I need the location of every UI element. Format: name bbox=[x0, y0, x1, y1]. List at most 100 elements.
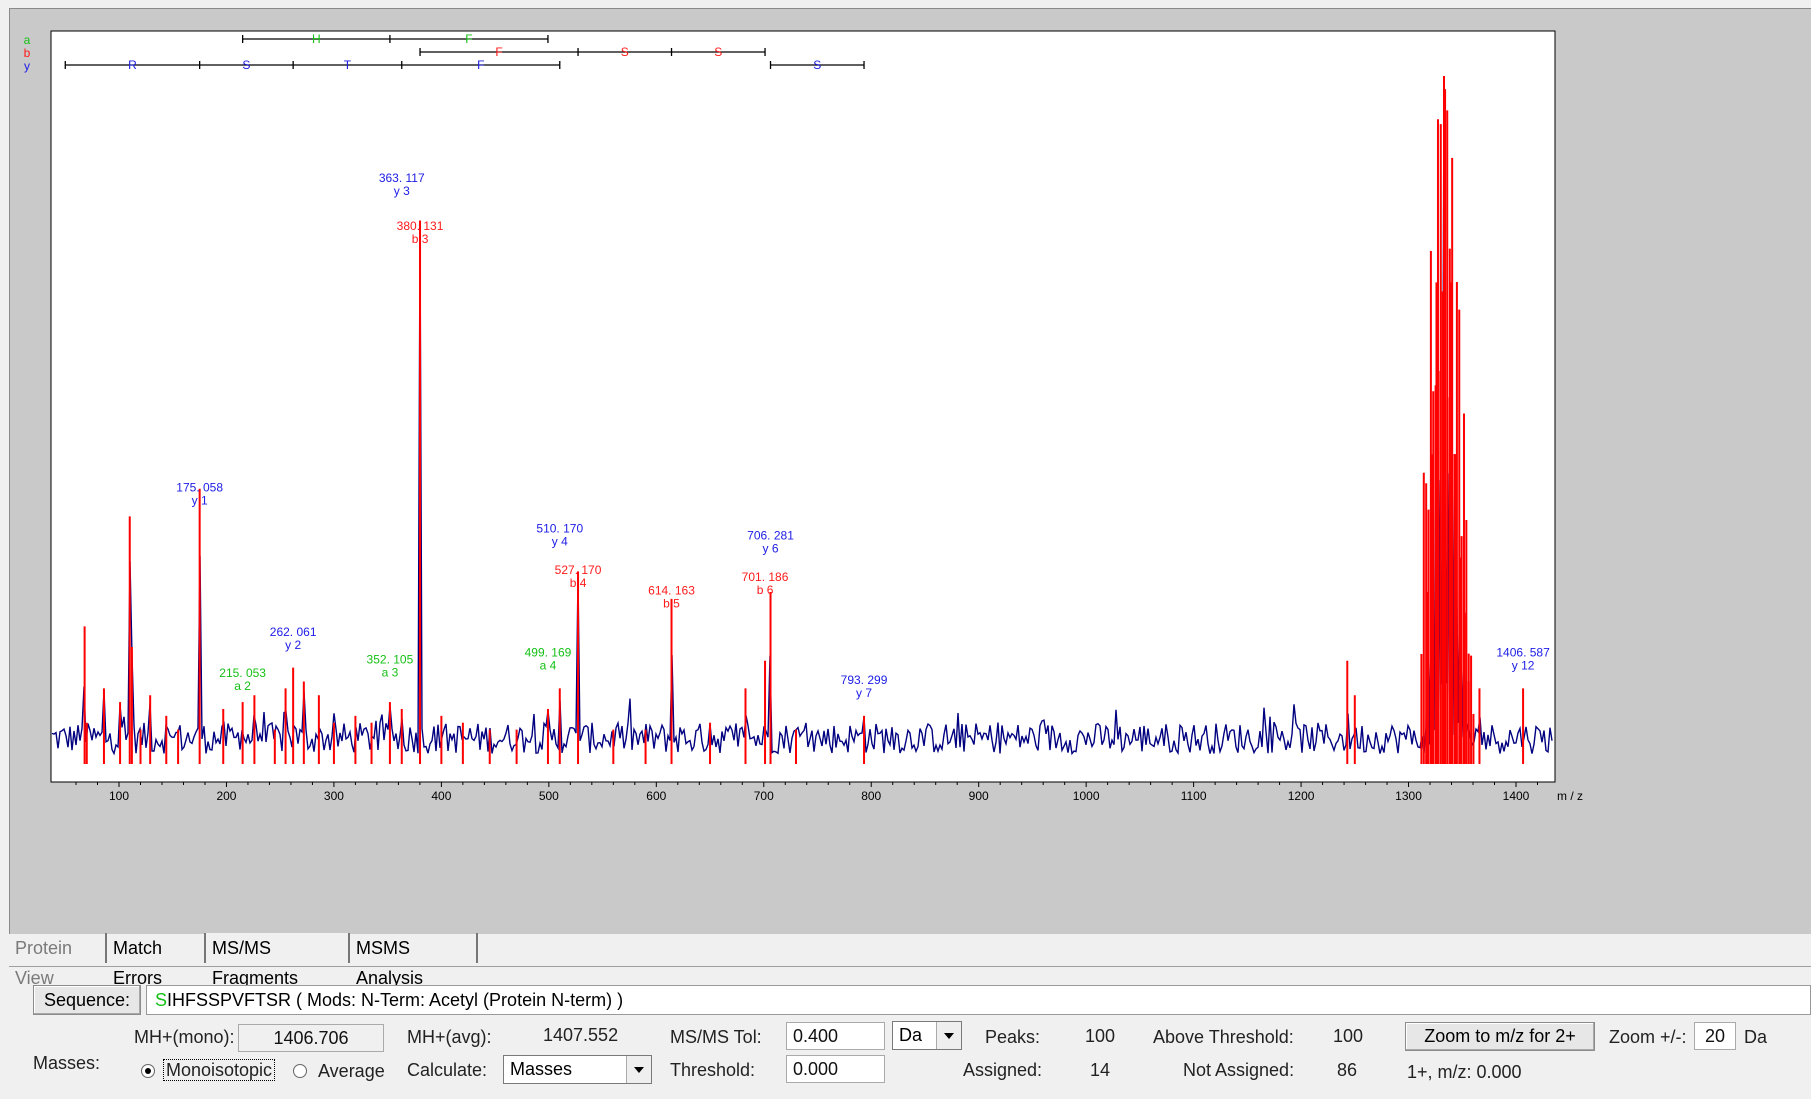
tab-panel-divider bbox=[9, 966, 1811, 967]
x-tick-label: 800 bbox=[861, 789, 881, 803]
peak-ion-label: a 4 bbox=[540, 659, 557, 673]
x-tick-label: 1100 bbox=[1181, 789, 1207, 803]
peak-ion-label: y 6 bbox=[763, 542, 779, 556]
peak-ion-label: y 2 bbox=[285, 638, 301, 652]
tab-protein-view[interactable]: Protein View bbox=[9, 933, 107, 988]
x-tick-label: 400 bbox=[431, 789, 451, 803]
peak-ion-label: y 1 bbox=[192, 493, 208, 507]
x-axis-label: m / z bbox=[1557, 789, 1583, 803]
mh-mono-value: 1406.706 bbox=[238, 1024, 384, 1052]
plot-area bbox=[50, 30, 1556, 783]
threshold-label: Threshold: bbox=[670, 1060, 756, 1080]
ion-legend-y: y bbox=[24, 59, 30, 73]
mz-readout: 1+, m/z: 0.000 bbox=[1407, 1062, 1522, 1082]
monoisotopic-radio[interactable] bbox=[141, 1064, 155, 1078]
x-tick-label: 200 bbox=[216, 789, 236, 803]
assigned-label: Assigned: bbox=[963, 1060, 1043, 1080]
peak-ion-label: b 6 bbox=[757, 583, 774, 597]
calculate-select[interactable]: Masses bbox=[503, 1055, 652, 1084]
msms-tol-label: MS/MS Tol: bbox=[670, 1027, 762, 1047]
peak-mz-label: 1406. 587 bbox=[1496, 646, 1550, 660]
peak-ion-label: b 3 bbox=[412, 232, 429, 246]
ladder-a-residue: H bbox=[312, 32, 321, 46]
peak-mz-label: 706. 281 bbox=[747, 529, 794, 543]
peak-mz-label: 363. 117 bbox=[379, 171, 425, 185]
ladder-a-residue: F bbox=[465, 32, 472, 46]
peak-ion-label: a 2 bbox=[234, 679, 251, 693]
zoom-unit: Da bbox=[1744, 1027, 1768, 1047]
zoom-label: Zoom +/-: bbox=[1609, 1027, 1687, 1047]
above-threshold-label: Above Threshold: bbox=[1153, 1027, 1294, 1047]
zoom-input[interactable]: 20 bbox=[1694, 1022, 1736, 1050]
calculate-value: Masses bbox=[510, 1059, 573, 1079]
x-tick-label: 300 bbox=[324, 789, 344, 803]
x-tick-label: 1200 bbox=[1288, 789, 1315, 803]
tab-msms-analysis[interactable]: MSMS Analysis bbox=[350, 933, 478, 988]
ion-legend-b: b bbox=[24, 46, 31, 60]
mh-avg-value: 1407.552 bbox=[543, 1025, 619, 1045]
sequence-text: IHFSSPVFTSR ( Mods: N-Term: Acetyl (Prot… bbox=[167, 990, 624, 1010]
sequence-button[interactable]: Sequence: bbox=[33, 985, 141, 1015]
x-tick-label: 900 bbox=[969, 789, 989, 803]
peaks-value: 100 bbox=[1085, 1026, 1116, 1046]
ladder-y-residue: S bbox=[813, 58, 821, 72]
peak-mz-label: 527. 170 bbox=[555, 563, 602, 577]
sequence-first-residue: S bbox=[155, 990, 168, 1010]
x-tick-label: 1000 bbox=[1073, 789, 1100, 803]
peaks-label: Peaks: bbox=[985, 1027, 1041, 1047]
peak-ion-label: y 7 bbox=[856, 686, 872, 700]
msms-tol-input[interactable]: 0.400 bbox=[786, 1022, 885, 1050]
ladder-b-residue: F bbox=[495, 45, 502, 59]
ladder-y-residue: R bbox=[128, 58, 137, 72]
ladder-y-residue: F bbox=[477, 58, 484, 72]
peak-ion-label: y 12 bbox=[1512, 659, 1535, 673]
ladder-b-residue: S bbox=[714, 45, 722, 59]
monoisotopic-radio-label[interactable]: Monoisotopic bbox=[163, 1059, 276, 1081]
spectrum-trace bbox=[51, 76, 1553, 756]
calculate-label: Calculate: bbox=[407, 1060, 488, 1080]
peak-ion-label: y 3 bbox=[394, 184, 410, 198]
tol-unit-select[interactable]: Da bbox=[892, 1021, 962, 1050]
peak-mz-label: 380. 131 bbox=[397, 219, 444, 233]
tab-strip: Protein View Match Errors MS/MS Fragment… bbox=[9, 933, 1811, 988]
peak-ion-label: b 4 bbox=[570, 576, 587, 590]
x-tick-label: 100 bbox=[109, 789, 129, 803]
peak-mz-label: 701. 186 bbox=[742, 570, 789, 584]
assigned-value: 14 bbox=[1090, 1060, 1111, 1080]
peak-mz-label: 262. 061 bbox=[270, 625, 317, 639]
peak-ion-label: y 4 bbox=[552, 535, 568, 549]
zoom-2plus-button-label: Zoom to m/z for 2+ bbox=[1424, 1026, 1576, 1046]
peak-mz-label: 175. 058 bbox=[176, 480, 223, 494]
x-tick-label: 600 bbox=[646, 789, 666, 803]
tab-match-errors[interactable]: Match Errors bbox=[107, 933, 206, 988]
x-tick-label: 1300 bbox=[1395, 789, 1422, 803]
threshold-input[interactable]: 0.000 bbox=[786, 1055, 885, 1083]
peak-mz-label: 510. 170 bbox=[536, 522, 583, 536]
zoom-2plus-button[interactable]: Zoom to m/z for 2+ bbox=[1405, 1022, 1595, 1051]
sequence-button-label: Sequence: bbox=[43, 990, 131, 1010]
mh-avg-label: MH+(avg): bbox=[407, 1027, 492, 1047]
x-tick-label: 700 bbox=[754, 789, 774, 803]
sequence-field[interactable]: SIHFSSPVFTSR ( Mods: N-Term: Acetyl (Pro… bbox=[146, 985, 1811, 1015]
peak-mz-label: 793. 299 bbox=[841, 673, 888, 687]
ladder-y-residue: T bbox=[344, 58, 352, 72]
not-assigned-label: Not Assigned: bbox=[1183, 1060, 1295, 1080]
average-radio-label[interactable]: Average bbox=[318, 1061, 385, 1081]
above-threshold-value: 100 bbox=[1333, 1026, 1364, 1046]
ladder-y-residue: S bbox=[242, 58, 250, 72]
x-tick-label: 500 bbox=[539, 789, 559, 803]
peak-ion-label: b 5 bbox=[663, 597, 680, 611]
peak-mz-label: 614. 163 bbox=[648, 584, 695, 598]
spectrum-panel[interactable]: a b y H F F S S R S T F S 175. 058 y 1 262. 061 y 2 215. … bbox=[9, 8, 1811, 934]
peak-mz-label: 352. 105 bbox=[367, 652, 414, 666]
peak-ion-label: a 3 bbox=[382, 665, 399, 679]
ion-legend-a: a bbox=[24, 33, 31, 47]
average-radio[interactable] bbox=[293, 1064, 307, 1078]
tol-unit-value: Da bbox=[899, 1025, 923, 1045]
chevron-down-icon[interactable] bbox=[626, 1056, 651, 1083]
chevron-down-icon[interactable] bbox=[936, 1022, 961, 1049]
mh-mono-label: MH+(mono): bbox=[134, 1027, 235, 1047]
tab-msms-fragments[interactable]: MS/MS Fragments bbox=[206, 933, 350, 988]
